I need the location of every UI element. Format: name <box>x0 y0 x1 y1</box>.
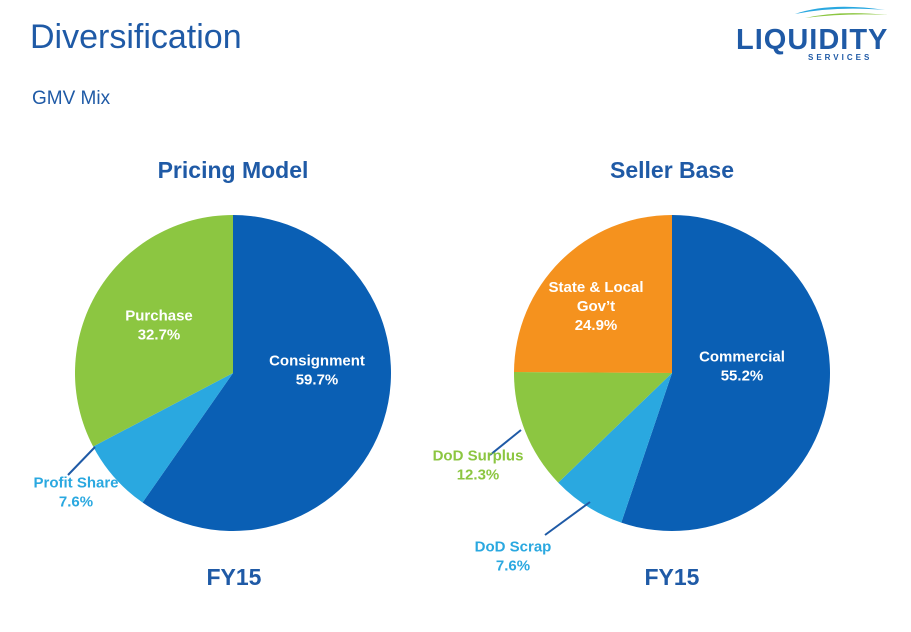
slice-label-state-local-gov-t: Gov’t <box>577 298 615 315</box>
seller-base-title: Seller Base <box>609 157 735 183</box>
company-logo: LIQUIDITY SERVICES <box>730 4 890 64</box>
pie-slice-purchase <box>75 215 233 447</box>
slice-label-commercial: Commercial <box>699 349 785 366</box>
logo-swoosh-icon <box>795 6 888 18</box>
slice-label-profit-share: Profit Share <box>33 475 118 492</box>
pie-slice-profit-share <box>93 373 233 503</box>
leader-line-dod-scrap <box>544 501 591 536</box>
pie-slice-dod-surplus <box>514 372 672 483</box>
slice-label-dod-surplus: DoD Surplus <box>433 448 524 465</box>
pricing-model-title: Pricing Model <box>157 157 309 183</box>
slice-value-state-local-gov-t: 24.9% <box>575 317 618 334</box>
slice-label-state-local-gov-t: State & Local <box>548 279 643 296</box>
slide-title: Diversification <box>30 18 242 56</box>
slice-value-purchase: 32.7% <box>138 327 181 344</box>
slice-label-dod-scrap: DoD Scrap <box>475 539 552 556</box>
pie-slice-consignment <box>142 215 391 531</box>
slice-value-consignment: 59.7% <box>296 372 339 389</box>
pie-slice-commercial <box>621 215 830 531</box>
slice-value-profit-share: 7.6% <box>59 494 93 511</box>
pricing-model-period: FY15 <box>206 564 262 590</box>
slice-value-dod-scrap: 7.6% <box>496 558 530 575</box>
logo-wordmark: LIQUIDITY <box>736 24 889 56</box>
seller-base-period: FY15 <box>644 564 700 590</box>
pie-slice-state-local-gov-t <box>514 215 672 373</box>
pie-slice-dod-scrap <box>558 373 672 523</box>
slide-subtitle: GMV Mix <box>32 88 111 109</box>
logo-subtext: SERVICES <box>808 53 873 62</box>
slice-label-purchase: Purchase <box>125 308 193 325</box>
leader-line-dod-surplus <box>489 429 522 456</box>
slice-value-dod-surplus: 12.3% <box>457 467 500 484</box>
slice-value-commercial: 55.2% <box>721 368 764 385</box>
slice-label-consignment: Consignment <box>269 353 365 370</box>
leader-line-profit-share <box>67 446 96 476</box>
